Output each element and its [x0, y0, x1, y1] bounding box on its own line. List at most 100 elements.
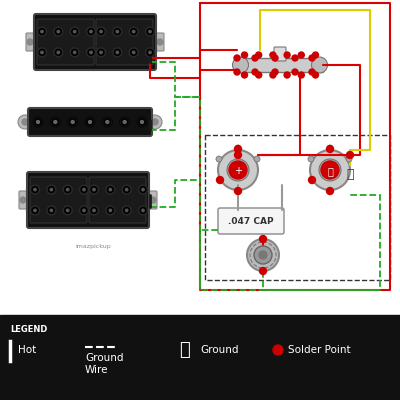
Circle shape — [272, 69, 278, 75]
Circle shape — [273, 345, 283, 355]
Circle shape — [93, 209, 95, 212]
Circle shape — [284, 72, 290, 78]
Circle shape — [233, 165, 243, 175]
Circle shape — [252, 69, 258, 75]
Bar — [0, 315, 400, 400]
Circle shape — [124, 207, 130, 214]
Circle shape — [327, 145, 333, 151]
Circle shape — [22, 119, 28, 125]
Circle shape — [54, 48, 63, 57]
Circle shape — [326, 146, 334, 152]
Circle shape — [298, 72, 304, 78]
Circle shape — [41, 30, 43, 33]
Circle shape — [55, 29, 61, 35]
Circle shape — [242, 52, 248, 58]
Circle shape — [74, 30, 76, 33]
Text: Ground
Wire: Ground Wire — [85, 353, 124, 374]
Circle shape — [72, 49, 78, 55]
Circle shape — [234, 152, 242, 158]
FancyBboxPatch shape — [37, 19, 94, 65]
Circle shape — [146, 27, 154, 36]
Circle shape — [30, 206, 40, 215]
Circle shape — [148, 115, 162, 129]
Circle shape — [20, 197, 26, 203]
Circle shape — [55, 49, 61, 55]
Circle shape — [292, 69, 298, 75]
Text: Ground: Ground — [200, 345, 238, 355]
Circle shape — [308, 176, 316, 184]
Circle shape — [254, 246, 272, 264]
Circle shape — [123, 120, 126, 124]
Circle shape — [129, 48, 138, 57]
Circle shape — [66, 209, 69, 212]
Circle shape — [325, 165, 335, 175]
Circle shape — [81, 186, 87, 192]
Circle shape — [41, 51, 43, 54]
Circle shape — [122, 185, 131, 194]
FancyBboxPatch shape — [145, 191, 157, 209]
Circle shape — [90, 30, 92, 33]
Circle shape — [132, 51, 135, 54]
Circle shape — [229, 161, 247, 179]
Circle shape — [106, 185, 115, 194]
Circle shape — [47, 185, 56, 194]
Circle shape — [27, 39, 33, 45]
Circle shape — [312, 72, 318, 78]
Circle shape — [116, 30, 118, 33]
Circle shape — [140, 120, 144, 124]
Circle shape — [80, 206, 88, 215]
Circle shape — [147, 29, 153, 35]
Circle shape — [234, 55, 240, 61]
Circle shape — [85, 117, 95, 127]
Circle shape — [63, 185, 72, 194]
Circle shape — [150, 197, 156, 203]
Circle shape — [32, 186, 38, 192]
Circle shape — [146, 48, 154, 57]
Circle shape — [234, 188, 242, 194]
Text: +: + — [234, 166, 242, 176]
Circle shape — [32, 207, 38, 214]
Circle shape — [90, 185, 98, 194]
Circle shape — [218, 150, 258, 190]
Circle shape — [48, 186, 54, 192]
Circle shape — [152, 119, 158, 125]
Circle shape — [138, 185, 148, 194]
Circle shape — [91, 186, 97, 192]
Circle shape — [93, 188, 95, 191]
Circle shape — [107, 207, 113, 214]
Circle shape — [227, 159, 249, 181]
Circle shape — [312, 52, 318, 58]
Circle shape — [71, 120, 74, 124]
FancyBboxPatch shape — [30, 177, 87, 223]
Circle shape — [120, 117, 130, 127]
Circle shape — [137, 117, 147, 127]
Circle shape — [235, 145, 241, 151]
Bar — [238, 58, 322, 72]
Circle shape — [147, 49, 153, 55]
Circle shape — [47, 206, 56, 215]
Circle shape — [157, 39, 163, 45]
Circle shape — [86, 27, 96, 36]
Circle shape — [113, 27, 122, 36]
Circle shape — [270, 72, 276, 78]
Circle shape — [88, 29, 94, 35]
Circle shape — [83, 209, 85, 212]
Circle shape — [319, 159, 341, 181]
FancyBboxPatch shape — [34, 14, 156, 70]
Text: Solder Point: Solder Point — [288, 345, 351, 355]
Circle shape — [91, 207, 97, 214]
Circle shape — [309, 69, 315, 75]
Circle shape — [140, 207, 146, 214]
Circle shape — [310, 150, 350, 190]
Circle shape — [70, 27, 79, 36]
Circle shape — [132, 30, 135, 33]
Circle shape — [98, 29, 104, 35]
Circle shape — [98, 49, 104, 55]
Circle shape — [48, 207, 54, 214]
Circle shape — [139, 119, 145, 125]
FancyBboxPatch shape — [26, 33, 38, 51]
Circle shape — [321, 161, 339, 179]
Circle shape — [124, 186, 130, 192]
Circle shape — [88, 49, 94, 55]
Circle shape — [109, 209, 112, 212]
